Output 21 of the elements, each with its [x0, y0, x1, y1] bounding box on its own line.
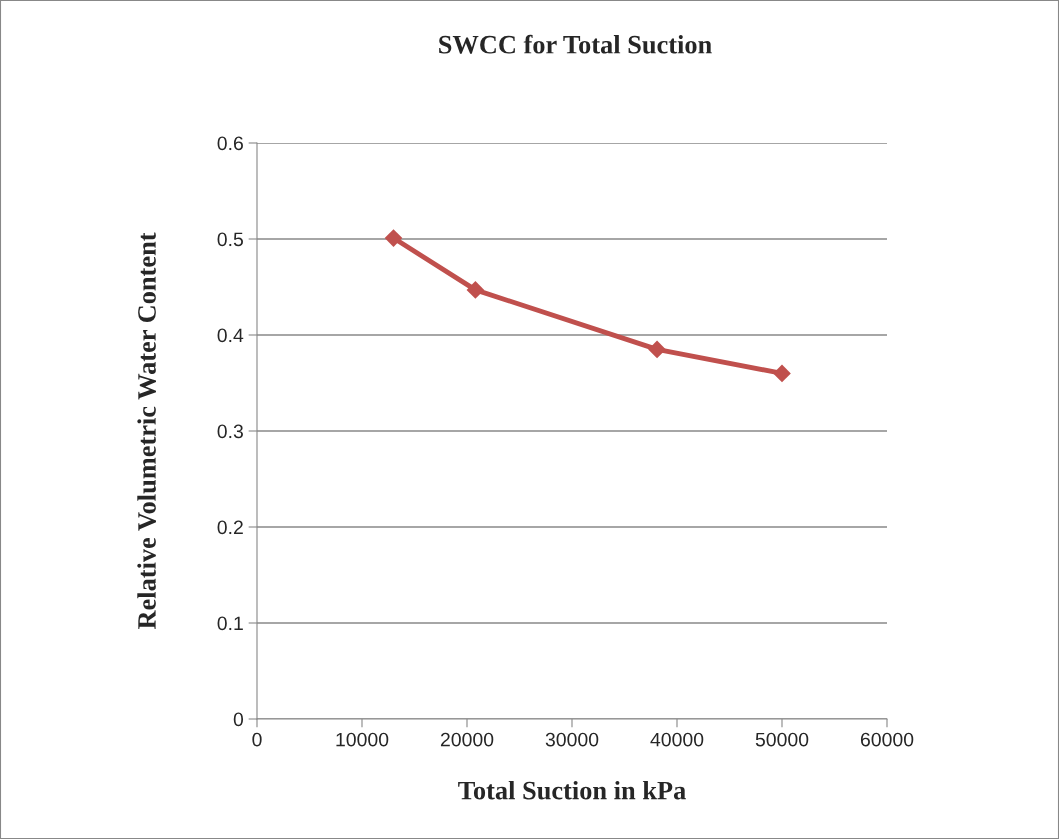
y-tick-label: 0.4 [217, 328, 244, 343]
y-tick-label: 0.1 [217, 616, 243, 631]
x-tick-label: 30000 [545, 732, 599, 747]
y-tick-label: 0.3 [217, 424, 243, 439]
x-tick-label: 10000 [336, 732, 389, 747]
y-tick-label: 0.5 [217, 232, 243, 247]
y-tick-label: 0.6 [217, 136, 243, 151]
x-tick-label: 60000 [860, 732, 914, 747]
point [648, 340, 666, 359]
y-axis-title: Relative Volumetric Water Content [137, 232, 156, 630]
x-tick-label: 40000 [650, 732, 704, 747]
x-axis-title: Total Suction in kPa [458, 780, 686, 800]
x-tick-label: 50000 [755, 732, 809, 747]
x-tick-label: 20000 [440, 732, 494, 747]
y-tick-label: 0 [233, 712, 244, 727]
chart-title: SWCC for Total Suction [439, 34, 712, 54]
point [466, 281, 485, 299]
x-tick-label: 0 [252, 732, 262, 747]
y-tick-label: 0.2 [217, 520, 243, 535]
point [384, 229, 403, 247]
point [773, 364, 791, 383]
